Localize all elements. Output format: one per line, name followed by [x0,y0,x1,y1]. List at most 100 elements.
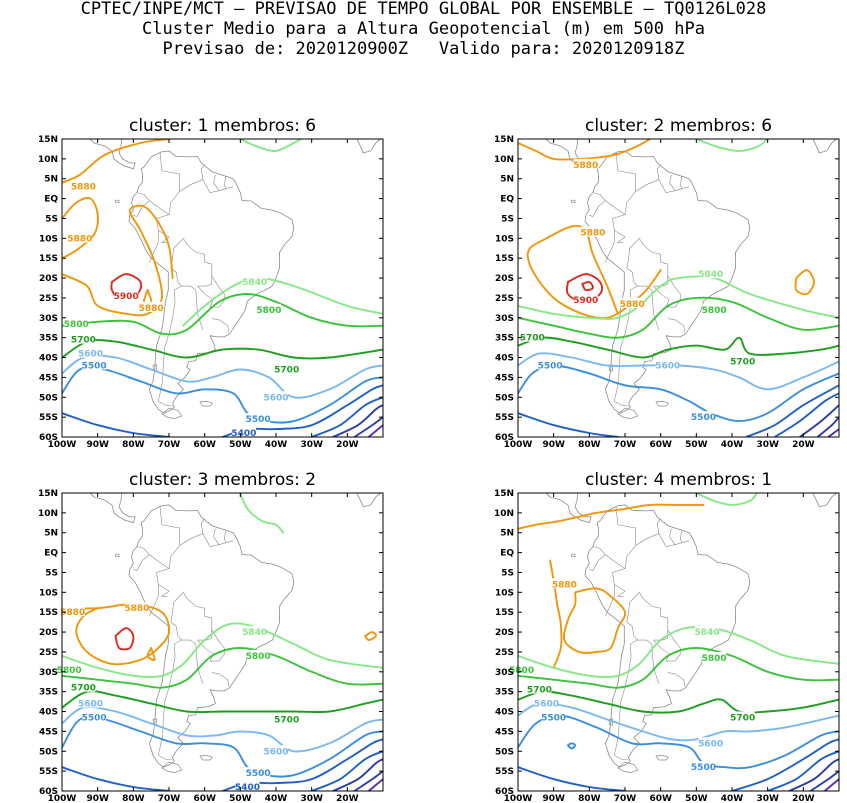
contour-label-bg [264,745,288,756]
country-border [658,179,690,193]
x-tick-label: 80W [578,794,601,803]
map-area [518,493,839,791]
y-tick-label: 25S [495,294,514,304]
y-tick-label: 45S [39,373,58,383]
contour-label: 5700 [274,715,299,725]
plot-frame [517,138,840,438]
contour-label-bg [534,697,559,708]
x-tick-label: 30W [756,794,779,803]
y-tick-label: 35S [495,334,514,344]
country-border [157,639,204,761]
country-border [133,200,170,231]
island-outline [115,553,120,557]
x-tick-label: 20W [336,440,359,450]
y-tick-label: 30S [495,668,514,678]
island-outline [608,718,613,726]
y-tick-label: 10N [494,509,514,519]
contour-5200 [332,404,383,437]
x-tick-label: 40W [721,440,744,450]
contour-label: 5880 [620,300,645,310]
contour-5880 [62,196,99,260]
y-tick-label: 10N [494,155,514,165]
contour-label-bg [242,626,267,637]
x-tick-label: 50W [685,440,708,450]
country-border [615,152,636,215]
contour-label-bg [274,713,299,724]
y-tick-label: 55S [39,767,58,777]
contour-5840 [695,493,758,506]
y-tick-label: 50S [39,393,58,403]
contour-label-bg [580,226,605,237]
y-tick-label: 5N [44,175,58,185]
y-tick-label: 5N [500,529,514,539]
contour-5400 [518,412,619,437]
contour-5900 [565,273,603,303]
contour-label: 5880 [71,183,96,193]
map-area [518,139,839,437]
country-border [179,164,205,192]
contour-label-bg [82,711,107,722]
x-tick-label: 40W [265,440,288,450]
contour-5400 [731,738,839,791]
contour-label-bg [82,359,107,370]
contour-label-bg [64,317,89,328]
y-tick-label: 20S [495,628,514,638]
contour-5880 [62,204,174,317]
contour-label: 5500 [82,713,107,723]
country-border [626,591,669,641]
panel-title: cluster: 4 membros: 1 [585,470,772,490]
contour-5840 [239,139,302,152]
x-tick-label: 50W [229,794,252,803]
coastline-africa [356,493,382,508]
x-tick-label: 80W [122,794,145,803]
y-tick-label: 5S [45,568,58,578]
panel-title: cluster: 2 membros: 6 [585,116,772,136]
contour-label-bg [573,158,598,169]
contour-label: 5500 [691,413,716,423]
country-border [658,533,690,547]
contour-label: 5880 [580,228,605,238]
contour-5300 [766,750,839,791]
y-tick-label: 15S [39,608,58,618]
x-tick-label: 70W [614,794,637,803]
contour-label: 5880 [124,604,149,614]
x-tick-label: 90W [542,440,565,450]
contour-5880 [549,559,563,669]
country-border [157,285,204,407]
x-tick-label: 100W [504,794,533,803]
country-border [626,267,638,287]
y-tick-label: 35S [39,688,58,698]
contour-5100 [353,416,383,437]
island-outline [199,400,214,407]
island-outline [571,553,576,557]
contour-5900 [114,627,135,651]
country-border [137,546,150,555]
contour-5000 [367,778,383,791]
y-tick-label: 15N [38,135,58,145]
x-tick-label: 40W [265,794,288,803]
contour-label: 5600 [78,700,103,710]
y-tick-label: 50S [495,747,514,757]
island-outline [655,754,670,761]
contour-5840 [62,622,383,678]
panel-title: cluster: 1 membros: 6 [129,116,316,136]
country-border [211,672,229,687]
country-border [679,175,683,189]
contour-label-bg [730,711,755,722]
contour-5700 [518,690,839,714]
y-tick-label: 55S [39,413,58,423]
y-tick-label: EQ [500,195,514,205]
contour-5000 [367,424,383,437]
contour-label: 5500 [82,361,107,371]
coastline-south-america [584,504,751,768]
contour-label: 5840 [242,278,267,288]
contour-5000 [823,778,839,791]
contour-5900 [581,280,594,292]
contour-label: 5880 [139,304,164,314]
contour-label-bg [71,333,96,344]
contour-label: 5880 [60,608,85,618]
panel-title: cluster: 3 membros: 2 [129,470,316,490]
contour-5100 [816,416,839,437]
contour-label: 5800 [702,306,727,316]
country-border [589,554,626,585]
